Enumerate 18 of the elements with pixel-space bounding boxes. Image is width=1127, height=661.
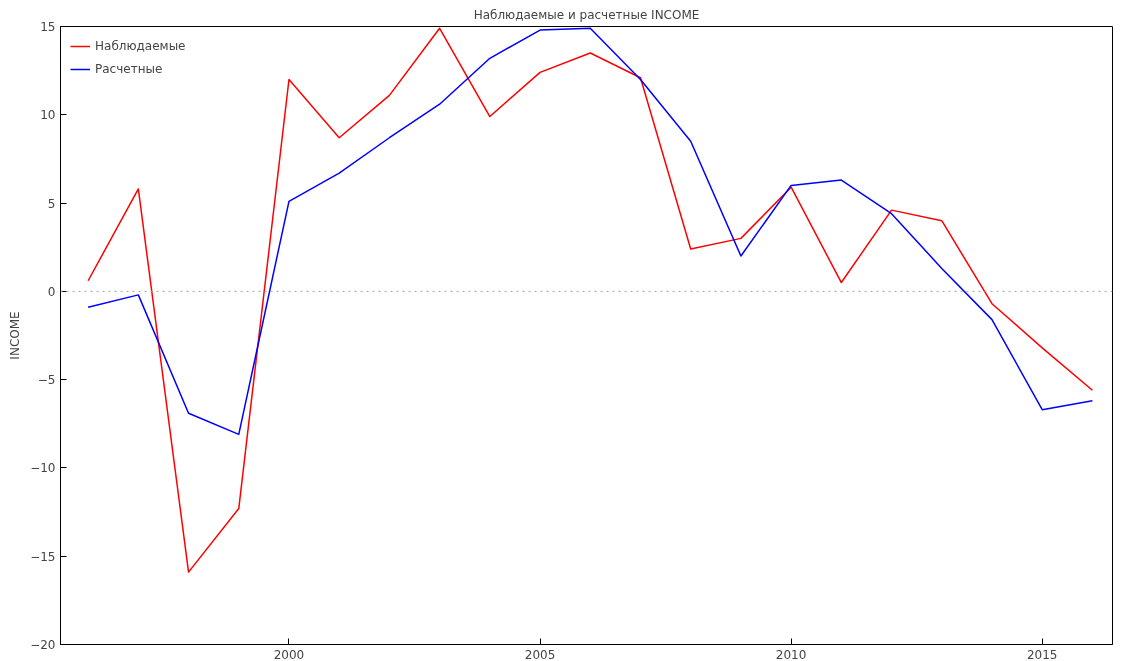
y-tick-label: −15: [30, 549, 56, 564]
x-tick-label: 2005: [524, 647, 556, 661]
y-tick-label: −20: [30, 638, 56, 652]
y-tick-label: 10: [40, 108, 56, 123]
x-tick-label: 2010: [775, 647, 807, 661]
line-series: [87, 27, 1094, 436]
y-tick-label: 0: [47, 284, 56, 299]
x-tick-label: 2015: [1026, 647, 1058, 661]
chart-title: Наблюдаемые и расчетные INCOME: [473, 7, 700, 22]
legend-label: Наблюдаемые: [95, 39, 186, 53]
y-tick-label: 15: [40, 20, 56, 34]
y-tick-label: −5: [37, 373, 56, 388]
x-tick-label: 2000: [273, 647, 305, 661]
y-tick-label: 5: [47, 196, 56, 211]
y-tick-label: −10: [30, 461, 56, 476]
legend-label: Расчетные: [95, 62, 163, 76]
y-axis-title: INCOME: [8, 311, 23, 360]
line-series: [87, 27, 1094, 573]
